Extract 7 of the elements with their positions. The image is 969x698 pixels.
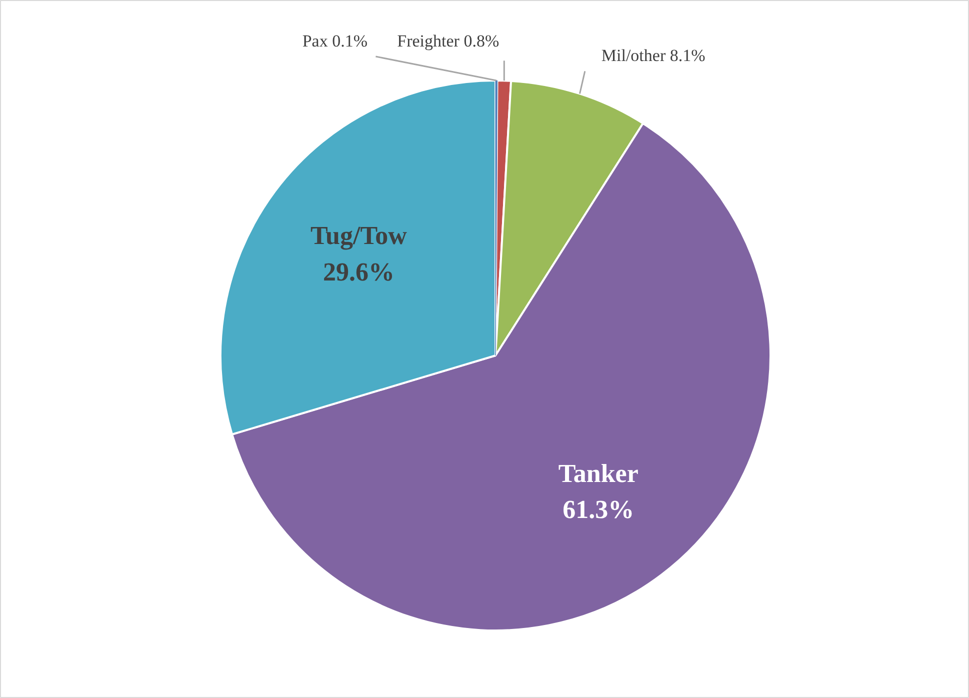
slice-label: Pax 0.1% [302, 32, 368, 50]
slice-label: Tanker [558, 458, 638, 488]
slice-label: Tug/Tow [310, 221, 408, 250]
slice-label: Freighter 0.8% [397, 32, 500, 51]
data-label: 61.3% [562, 495, 634, 524]
slice-label: Mil/other 8.1% [601, 46, 706, 66]
data-label: 29.6% [322, 257, 394, 286]
